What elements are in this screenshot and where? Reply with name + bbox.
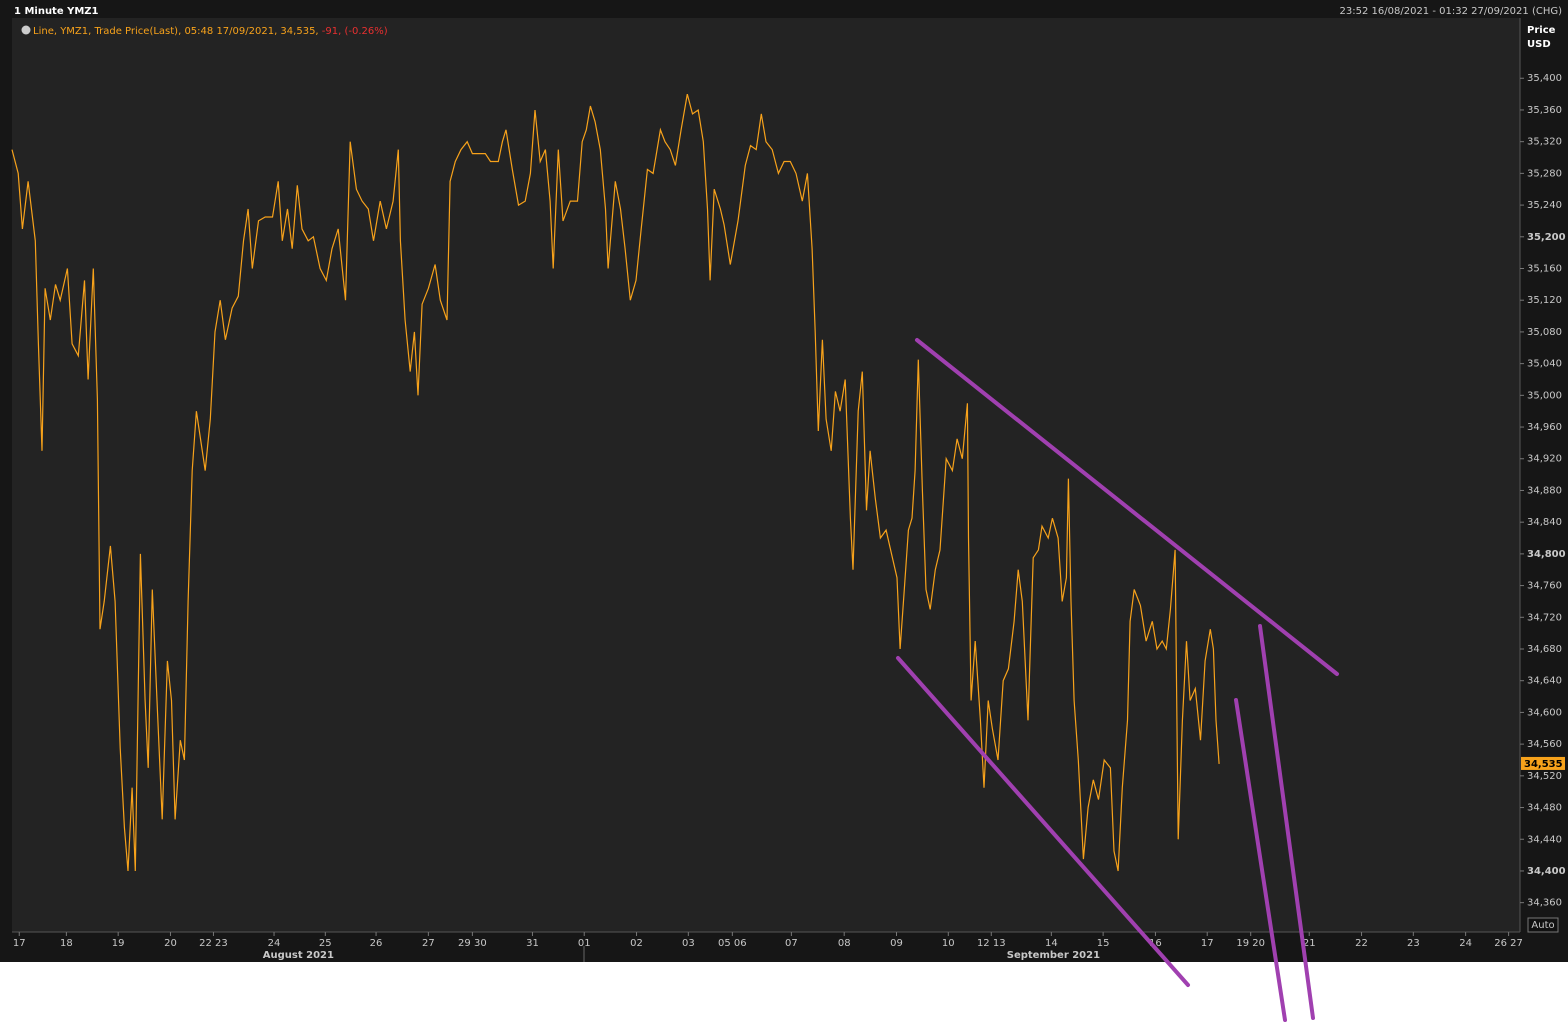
y-tick-label: 34,520 bbox=[1527, 771, 1562, 782]
x-tick-label: 26 bbox=[370, 938, 383, 949]
x-tick-label: 18 bbox=[60, 938, 73, 949]
y-tick-label: 35,400 bbox=[1527, 73, 1562, 84]
x-tick-label: 27 bbox=[422, 938, 435, 949]
x-tick-label: 23 bbox=[1407, 938, 1420, 949]
x-tick-label: 17 bbox=[13, 938, 26, 949]
y-tick-label: 34,840 bbox=[1527, 517, 1562, 528]
last-price-tag bbox=[1521, 756, 1565, 770]
price-line bbox=[11, 93, 1220, 872]
y-tick-label: 35,280 bbox=[1527, 168, 1562, 179]
month-label: September 2021 bbox=[1007, 950, 1100, 961]
x-tick-label: 15 bbox=[1097, 938, 1110, 949]
x-tick-label: 02 bbox=[630, 938, 643, 949]
auto-button[interactable] bbox=[1527, 917, 1559, 933]
x-tick-label: 24 bbox=[1459, 938, 1472, 949]
y-tick-label: 34,360 bbox=[1527, 898, 1562, 909]
x-tick-label: 07 bbox=[785, 938, 798, 949]
y-tick-label: 34,400 bbox=[1527, 866, 1566, 877]
x-tick-label: 25 bbox=[319, 938, 332, 949]
legend-icon bbox=[21, 25, 31, 35]
y-tick-label: 34,720 bbox=[1527, 612, 1562, 623]
y-tick-label: 35,320 bbox=[1527, 137, 1562, 148]
month-label: August 2021 bbox=[263, 950, 334, 961]
y-tick-label: 35,240 bbox=[1527, 200, 1562, 211]
trendline bbox=[1234, 698, 1287, 1022]
y-tick-label: 34,640 bbox=[1527, 676, 1562, 687]
y-tick-label: 35,160 bbox=[1527, 263, 1562, 274]
legend-series: Line, YMZ1, Trade Price(Last), 05:48 17/… bbox=[33, 26, 319, 37]
trendline bbox=[896, 656, 1190, 987]
x-tick-label: 01 bbox=[578, 938, 591, 949]
x-tick-label: 17 bbox=[1201, 938, 1214, 949]
trendlines bbox=[896, 338, 1339, 1022]
y-tick-label: 34,480 bbox=[1527, 803, 1562, 814]
x-tick-label: 16 bbox=[1149, 938, 1162, 949]
date-range: 23:52 16/08/2021 - 01:32 27/09/2021 (CHG… bbox=[1340, 6, 1563, 17]
y-tick-label: 34,880 bbox=[1527, 485, 1562, 496]
x-tick-label: 22 bbox=[1355, 938, 1368, 949]
x-tick-label: 12 13 bbox=[977, 938, 1006, 949]
y-tick-label: 34,760 bbox=[1527, 581, 1562, 592]
x-tick-label: 09 bbox=[890, 938, 903, 949]
x-tick-label: 21 bbox=[1303, 938, 1316, 949]
chart-title: 1 Minute YMZ1 bbox=[14, 6, 99, 17]
legend: Line, YMZ1, Trade Price(Last), 05:48 17/… bbox=[33, 26, 388, 37]
y-tick-label: 34,560 bbox=[1527, 739, 1562, 750]
x-tick-label: 20 bbox=[164, 938, 177, 949]
x-tick-label: 05 06 bbox=[718, 938, 747, 949]
legend-change: -91, (-0.26%) bbox=[322, 26, 388, 37]
trendline bbox=[915, 338, 1339, 676]
y-tick-label: 35,000 bbox=[1527, 390, 1562, 401]
y-title: Price bbox=[1527, 25, 1556, 36]
x-tick-label: 10 bbox=[942, 938, 955, 949]
y-tick-label: 34,920 bbox=[1527, 454, 1562, 465]
y-tick-label: 34,680 bbox=[1527, 644, 1562, 655]
y-tick-label: 34,440 bbox=[1527, 834, 1562, 845]
plot-area bbox=[12, 18, 1520, 932]
x-tick-label: 24 bbox=[268, 938, 281, 949]
y-tick-label: 34,960 bbox=[1527, 422, 1562, 433]
x-tick-label: 19 bbox=[112, 938, 125, 949]
auto-button-label[interactable]: Auto bbox=[1531, 920, 1554, 931]
x-tick-label: 26 27 bbox=[1494, 938, 1523, 949]
x-tick-label: 31 bbox=[526, 938, 539, 949]
trendline bbox=[1258, 624, 1315, 1020]
x-tick-label: 08 bbox=[838, 938, 851, 949]
y-tick-label: 34,600 bbox=[1527, 707, 1562, 718]
y-tick-label: 35,200 bbox=[1527, 232, 1566, 243]
y-tick-label: 35,080 bbox=[1527, 327, 1562, 338]
last-price-label: 34,535 bbox=[1524, 759, 1563, 770]
y-tick-label: 35,360 bbox=[1527, 105, 1562, 116]
y-tick-label: 35,120 bbox=[1527, 295, 1562, 306]
x-tick-label: 22 23 bbox=[199, 938, 228, 949]
x-tick-label: 14 bbox=[1045, 938, 1058, 949]
x-tick-label: 19 20 bbox=[1236, 938, 1265, 949]
x-tick-label: 03 bbox=[682, 938, 695, 949]
y-tick-label: 34,800 bbox=[1527, 549, 1566, 560]
y-tick-label: 35,040 bbox=[1527, 359, 1562, 370]
y-title: USD bbox=[1527, 39, 1551, 50]
x-tick-label: 29 30 bbox=[458, 938, 487, 949]
